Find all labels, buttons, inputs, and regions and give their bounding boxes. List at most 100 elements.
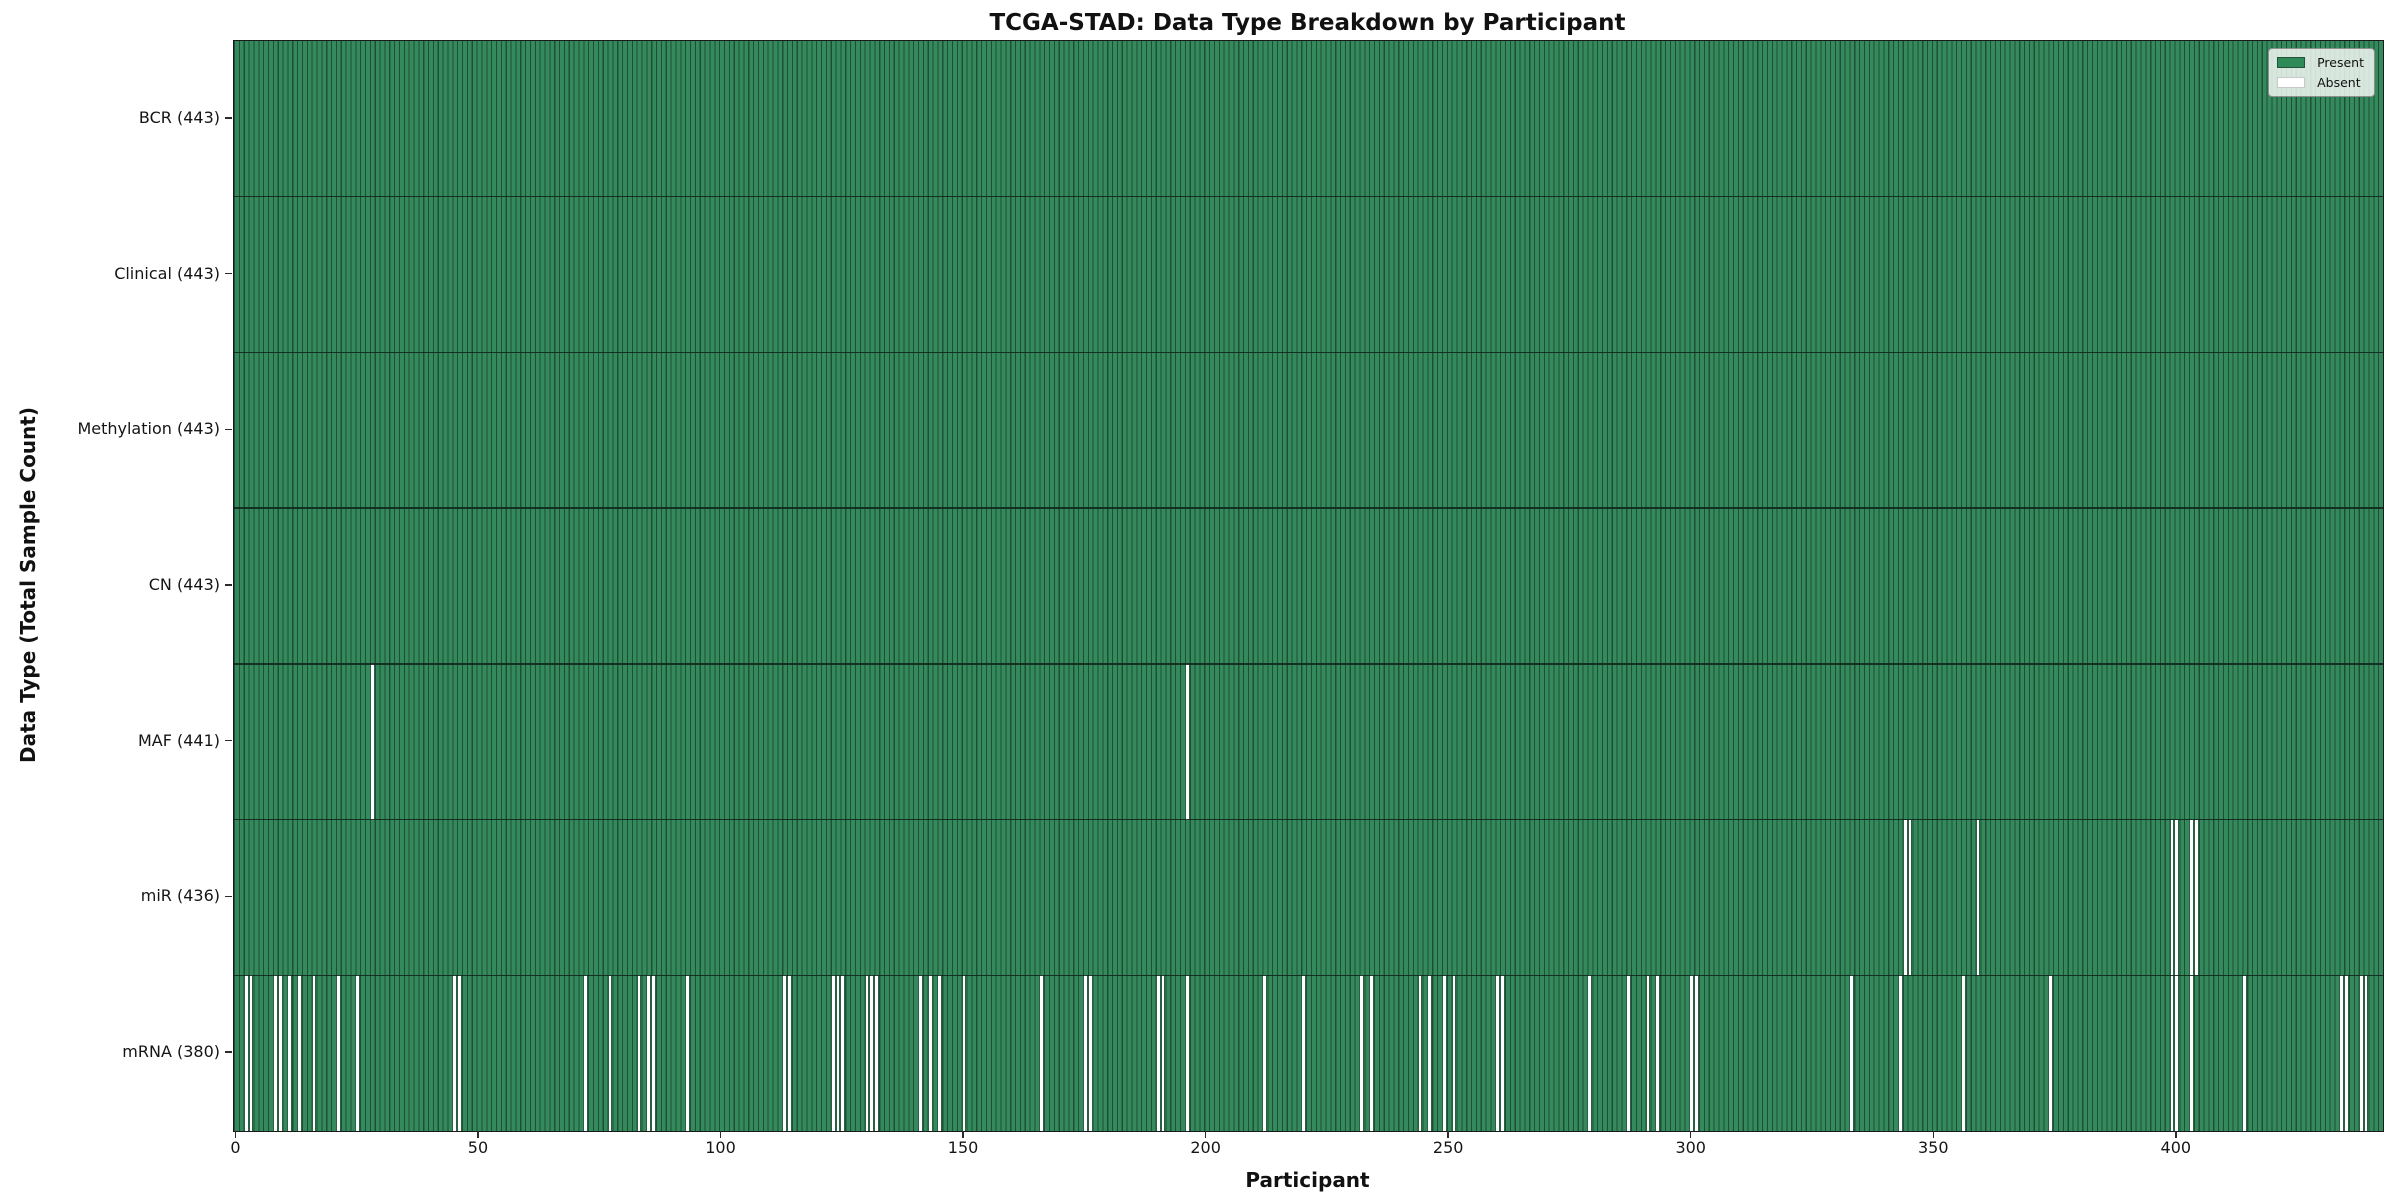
x-tick-mark — [234, 1131, 237, 1138]
absent-stripe-mrna-246 — [1427, 975, 1433, 1131]
absent-stripe-mrna-175 — [1082, 975, 1088, 1131]
absent-stripe-mrna-438 — [2358, 975, 2364, 1131]
x-tick-mark — [1204, 1131, 1207, 1138]
absent-stripe-mrna-261 — [1500, 975, 1505, 1131]
x-tick-label: 200 — [1190, 1138, 1221, 1157]
absent-stripe-mrna-251 — [1451, 975, 1457, 1131]
y-tick-mark — [225, 739, 232, 742]
absent-swatch-icon — [2277, 77, 2306, 88]
row-separator — [234, 663, 2383, 665]
absent-stripe-mrna-143 — [927, 975, 933, 1131]
absent-stripe-mrna-45 — [452, 975, 458, 1131]
y-tick-mark — [225, 117, 232, 119]
x-tick-mark — [1689, 1131, 1692, 1138]
y-tick-label-maf: MAF (441) — [137, 730, 220, 750]
absent-stripe-mir-345 — [1907, 819, 1913, 976]
row-methylation — [234, 352, 2383, 509]
chart-title: TCGA-STAD: Data Type Breakdown by Partic… — [989, 10, 1626, 36]
absent-stripe-mrna-301 — [1694, 975, 1699, 1131]
row-clinical — [234, 196, 2383, 353]
x-tick-label: 150 — [947, 1138, 979, 1157]
y-tick-label-mrna: mRNA (380) — [122, 1042, 220, 1062]
row-cn — [234, 508, 2383, 664]
absent-stripe-mrna-77 — [607, 975, 613, 1131]
legend-entry-absent: Absent — [2277, 75, 2364, 90]
y-tick-label-mir: miR (436) — [140, 886, 220, 906]
absent-stripe-mrna-124 — [835, 975, 841, 1131]
absent-stripe-mrna-176 — [1087, 975, 1093, 1131]
x-tick-mark — [477, 1131, 479, 1138]
absent-stripe-mrna-291 — [1645, 975, 1651, 1131]
absent-stripe-mrna-279 — [1587, 975, 1593, 1131]
absent-stripe-mir-400 — [2174, 819, 2180, 976]
absent-stripe-mrna-191 — [1160, 975, 1166, 1131]
row-bcr — [234, 41, 2383, 197]
row-separator — [234, 974, 2383, 977]
y-tick-label-clinical: Clinical (443) — [114, 263, 220, 283]
legend-label-absent: Absent — [2317, 75, 2361, 90]
absent-stripe-mir-344 — [1902, 819, 1908, 976]
legend-entry-present: Present — [2277, 55, 2364, 70]
absent-stripe-mrna-125 — [840, 975, 846, 1131]
x-tick-label: 350 — [1917, 1138, 1949, 1157]
absent-stripe-mrna-3 — [248, 975, 254, 1131]
absent-stripe-mrna-113 — [782, 975, 787, 1131]
absent-stripe-mrna-123 — [830, 975, 836, 1131]
x-tick-mark — [2175, 1131, 2177, 1138]
row-maf — [234, 663, 2383, 820]
absent-stripe-mrna-72 — [583, 975, 589, 1131]
y-tick-mark — [225, 895, 232, 898]
absent-stripe-mrna-356 — [1960, 975, 1966, 1131]
absent-stripe-mrna-439 — [2363, 975, 2369, 1131]
x-tick-label: 50 — [467, 1138, 489, 1157]
absent-stripe-mrna-25 — [355, 975, 361, 1131]
absent-stripe-mrna-11 — [287, 975, 293, 1131]
absent-stripe-mrna-374 — [2048, 975, 2054, 1131]
absent-stripe-mrna-196 — [1184, 975, 1190, 1131]
absent-stripe-mrna-300 — [1689, 975, 1695, 1131]
absent-stripe-mrna-145 — [937, 975, 943, 1131]
y-tick-label-cn: CN (443) — [148, 575, 220, 594]
absent-stripe-mrna-399 — [2169, 975, 2175, 1131]
y-tick-label-methylation: Methylation (443) — [77, 419, 220, 439]
row-separator — [234, 195, 2383, 198]
y-tick-mark — [225, 584, 232, 586]
absent-stripe-maf-196 — [1184, 663, 1190, 820]
absent-stripe-mrna-86 — [651, 975, 657, 1131]
x-tick-label: 400 — [2160, 1138, 2192, 1157]
y-tick-mark — [225, 1051, 232, 1053]
row-separator — [234, 818, 2383, 821]
absent-stripe-mrna-2 — [243, 975, 249, 1131]
x-axis-label: Participant — [1245, 1168, 1370, 1192]
y-tick-mark — [225, 272, 232, 275]
legend-label-present: Present — [2317, 55, 2364, 70]
absent-stripe-mrna-190 — [1155, 975, 1161, 1131]
absent-stripe-mrna-131 — [869, 975, 875, 1131]
absent-stripe-mrna-166 — [1039, 975, 1045, 1131]
absent-stripe-mrna-16 — [311, 975, 317, 1131]
absent-stripe-mrna-403 — [2188, 975, 2194, 1131]
absent-stripe-mrna-249 — [1441, 975, 1447, 1131]
plot-area — [233, 40, 2384, 1132]
absent-stripe-mrna-8 — [272, 975, 278, 1131]
absent-stripe-mrna-232 — [1359, 975, 1365, 1131]
absent-stripe-mrna-435 — [2344, 975, 2350, 1131]
row-separator — [234, 351, 2383, 354]
absent-stripe-mrna-333 — [1849, 975, 1855, 1131]
x-tick-mark — [962, 1131, 964, 1138]
row-mir — [234, 819, 2383, 976]
absent-stripe-mrna-141 — [917, 975, 923, 1131]
x-tick-mark — [719, 1131, 722, 1138]
absent-stripe-maf-28 — [369, 663, 375, 820]
absent-stripe-mrna-46 — [457, 975, 462, 1131]
absent-stripe-mir-399 — [2169, 819, 2175, 976]
legend: Present Absent — [2268, 48, 2375, 97]
x-tick-label: 250 — [1432, 1138, 1464, 1157]
row-separator — [234, 507, 2383, 509]
absent-stripe-mrna-83 — [636, 975, 642, 1131]
absent-stripe-mir-403 — [2188, 819, 2194, 976]
absent-stripe-mrna-130 — [864, 975, 870, 1131]
absent-stripe-mrna-293 — [1655, 975, 1661, 1131]
absent-stripe-mrna-114 — [787, 975, 792, 1131]
absent-stripe-mir-359 — [1975, 819, 1981, 976]
